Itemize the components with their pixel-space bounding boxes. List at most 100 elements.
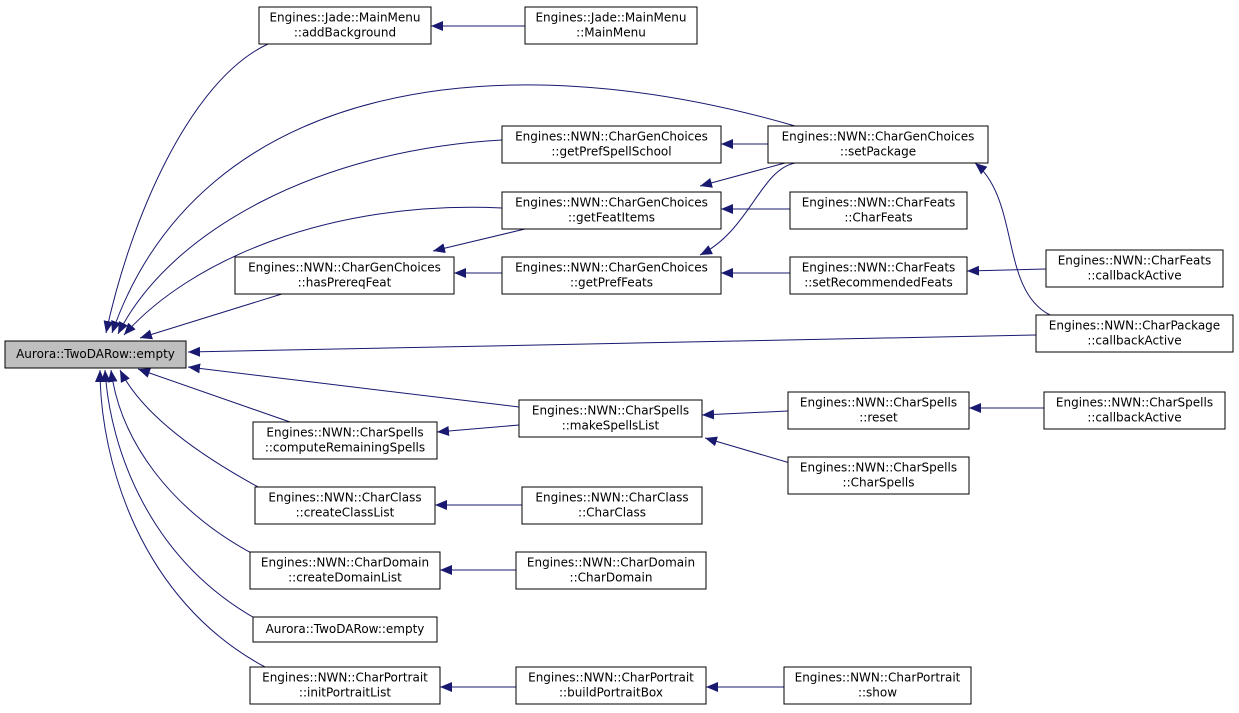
node: Engines::NWN::CharSpells::computeRemaini… (252, 421, 438, 460)
node-label: Engines::NWN::CharGenChoices (782, 130, 975, 144)
node-box (787, 456, 970, 495)
edge (107, 369, 256, 556)
node-label: Engines::NWN::CharGenChoices (515, 196, 708, 210)
node-label: ::getPrefFeats (570, 276, 653, 290)
node-label: Engines::NWN::CharDomain (261, 556, 429, 570)
node-label: ::CharFeats (844, 211, 912, 225)
node-label: Engines::NWN::CharSpells (1056, 396, 1213, 410)
edge (139, 292, 286, 340)
node-box (258, 6, 432, 45)
node-label: Engines::NWN::CharGenChoices (248, 261, 441, 275)
edge (704, 436, 791, 464)
edge (100, 369, 259, 621)
node-label: ::addBackground (294, 26, 396, 40)
node-label: Aurora::TwoDARow::empty (16, 347, 175, 361)
node-box (501, 256, 722, 295)
edge (974, 162, 1051, 316)
node-label: ::buildPortraitBox (559, 686, 663, 700)
edge (699, 162, 786, 188)
node-label: ::createClassList (296, 506, 395, 520)
node: Engines::NWN::CharGenChoices::setPackage (767, 125, 989, 164)
node-label: ::MainMenu (576, 26, 646, 40)
node: Engines::NWN::CharGenChoices::getFeatIte… (501, 191, 722, 230)
node-label: ::CharClass (578, 506, 646, 520)
node: Engines::NWN::CharSpells::callbackActive (1043, 391, 1226, 430)
node-box (524, 6, 698, 45)
edge (701, 409, 789, 420)
node-label: Engines::Jade::MainMenu (535, 11, 686, 25)
node-label: Engines::NWN::CharPackage (1049, 319, 1220, 333)
node-label: ::show (858, 686, 897, 700)
node-label: Engines::NWN::CharFeats (1058, 254, 1212, 268)
edge (111, 84, 796, 334)
edge (137, 368, 291, 423)
node-label: Engines::NWN::CharGenChoices (515, 261, 708, 275)
node: Engines::NWN::CharSpells::makeSpellsList (518, 399, 703, 438)
node-label: Engines::NWN::CharSpells (532, 404, 689, 418)
node-label: ::CharDomain (570, 571, 653, 585)
node: Engines::NWN::CharDomain::createDomainLi… (249, 551, 441, 590)
node-box (252, 616, 438, 643)
node: Engines::NWN::CharPortrait::buildPortrai… (515, 666, 707, 705)
edge (117, 139, 503, 335)
edge (187, 363, 520, 408)
node-box (254, 486, 436, 525)
node-box (789, 191, 968, 230)
node-box (787, 391, 970, 430)
edge (432, 228, 526, 254)
node-box (518, 399, 703, 438)
edge (436, 424, 520, 436)
node-box (249, 551, 441, 590)
node-label: ::CharSpells (843, 476, 915, 490)
node: Engines::NWN::CharFeats::callbackActive (1045, 249, 1224, 288)
node-label: Engines::NWN::CharDomain (527, 556, 695, 570)
node-label: ::makeSpellsList (562, 419, 660, 433)
node-box (1035, 314, 1234, 353)
node: Engines::NWN::CharGenChoices::getPrefFea… (501, 256, 722, 295)
node-label: Engines::NWN::CharClass (268, 491, 421, 505)
node: Engines::NWN::CharPortrait::initPortrait… (249, 666, 441, 705)
node-label: Engines::NWN::CharPortrait (795, 671, 961, 685)
node: Engines::NWN::CharFeats::setRecommendedF… (789, 256, 968, 295)
node: Engines::NWN::CharPortrait::show (783, 666, 972, 705)
node: Engines::Jade::MainMenu::addBackground (258, 6, 432, 45)
node-label: Engines::Jade::MainMenu (269, 11, 420, 25)
node: Engines::NWN::CharClass::createClassList (254, 486, 436, 525)
edge (103, 43, 269, 334)
node-label: Aurora::TwoDARow::empty (266, 622, 425, 636)
node-label: Engines::NWN::CharFeats (802, 196, 956, 210)
node-label: ::callbackActive (1087, 411, 1181, 425)
node-label: ::callbackActive (1087, 269, 1181, 283)
node-box (1045, 249, 1224, 288)
node-label: ::getPrefSpellSchool (551, 145, 671, 159)
node-label: ::setRecommendedFeats (804, 276, 952, 290)
node-label: ::setPackage (840, 145, 916, 159)
node-box (515, 551, 707, 590)
node: Engines::NWN::CharGenChoices::hasPrereqF… (234, 256, 455, 295)
node-label: ::hasPrereqFeat (298, 276, 392, 290)
node-label: Engines::NWN::CharPortrait (528, 671, 694, 685)
node: Aurora::TwoDARow::empty (252, 616, 438, 643)
node-label: ::createDomainList (288, 571, 402, 585)
node-box (501, 191, 722, 230)
node-label: Engines::NWN::CharPortrait (262, 671, 428, 685)
node-box (1043, 391, 1226, 430)
edge (123, 206, 503, 336)
node-label: ::callbackActive (1087, 334, 1181, 348)
node: Engines::NWN::CharFeats::CharFeats (789, 191, 968, 230)
node: Engines::NWN::CharDomain::CharDomain (515, 551, 707, 590)
node-label: ::reset (859, 411, 898, 425)
node-box (767, 125, 989, 164)
node-box (783, 666, 972, 705)
node-label: ::getFeatItems (568, 211, 655, 225)
node: Engines::NWN::CharPackage::callbackActiv… (1035, 314, 1234, 353)
node-label: Engines::NWN::CharClass (535, 491, 688, 505)
node-box (521, 486, 703, 525)
node-label: ::initPortraitList (299, 686, 391, 700)
node: Engines::NWN::CharClass::CharClass (521, 486, 703, 525)
node-label: Engines::NWN::CharFeats (802, 261, 956, 275)
node: Aurora::TwoDARow::empty (4, 340, 187, 369)
node-box (515, 666, 707, 705)
node-label: Engines::NWN::CharSpells (266, 426, 423, 440)
